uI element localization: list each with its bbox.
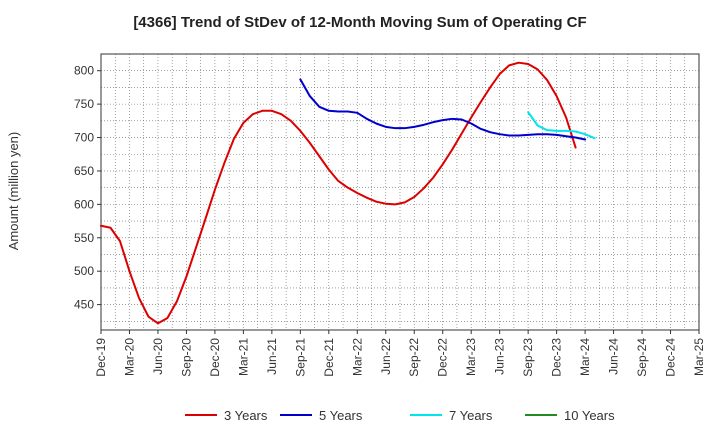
y-tick-label: 750 bbox=[74, 97, 94, 111]
legend-label: 3 Years bbox=[224, 408, 268, 423]
x-tick-label: Mar-25 bbox=[692, 338, 706, 376]
legend-item-7-years: 7 Years bbox=[410, 408, 493, 423]
series-lines bbox=[100, 61, 596, 325]
legend-item-10-years: 10 Years bbox=[525, 408, 615, 423]
y-tick-labels: 450 500 550 600 650 700 750 800 bbox=[74, 64, 101, 312]
x-tick-label: Dec-21 bbox=[322, 338, 336, 377]
series-line-7-years bbox=[527, 111, 596, 140]
series-line-5-years bbox=[299, 78, 587, 141]
chart-title: [4366] Trend of StDev of 12-Month Moving… bbox=[133, 14, 586, 31]
legend-label: 10 Years bbox=[564, 408, 615, 423]
x-tick-label: Jun-24 bbox=[607, 338, 621, 375]
x-tick-label: Jun-21 bbox=[265, 338, 279, 375]
legend: 3 Years 5 Years 7 Years 10 Years bbox=[185, 408, 615, 423]
legend-label: 7 Years bbox=[449, 408, 493, 423]
x-tick-label: Sep-23 bbox=[521, 338, 535, 377]
x-tick-label: Sep-20 bbox=[179, 338, 193, 377]
x-tick-label: Jun-20 bbox=[151, 338, 165, 375]
y-tick-label: 800 bbox=[74, 64, 94, 78]
x-tick-label: Mar-23 bbox=[464, 338, 478, 376]
plot-frame bbox=[100, 53, 700, 331]
y-tick-label: 600 bbox=[74, 197, 94, 211]
x-tick-label: Sep-24 bbox=[635, 338, 649, 377]
legend-label: 5 Years bbox=[319, 408, 363, 423]
x-tick-label: Mar-20 bbox=[122, 338, 136, 376]
legend-item-3-years: 3 Years bbox=[185, 408, 268, 423]
y-tick-label: 500 bbox=[74, 264, 94, 278]
x-tick-label: Dec-23 bbox=[550, 338, 564, 377]
x-tick-label: Sep-21 bbox=[293, 338, 307, 377]
x-tick-label: Dec-22 bbox=[436, 338, 450, 377]
series-line-3-years bbox=[100, 61, 577, 325]
x-tick-label: Dec-20 bbox=[208, 338, 222, 377]
x-tick-label: Sep-22 bbox=[407, 338, 421, 377]
x-tick-label: Dec-19 bbox=[94, 338, 108, 377]
y-tick-label: 450 bbox=[74, 298, 94, 312]
y-axis-label: Amount (million yen) bbox=[6, 132, 21, 251]
y-tick-label: 550 bbox=[74, 231, 94, 245]
x-tick-label: Mar-24 bbox=[578, 338, 592, 376]
legend-item-5-years: 5 Years bbox=[280, 408, 363, 423]
x-tick-labels: Dec-19 Mar-20 Jun-20 Sep-20 Dec-20 Mar-21 Jun-… bbox=[94, 330, 706, 377]
x-tick-label: Dec-24 bbox=[664, 338, 678, 377]
y-tick-label: 650 bbox=[74, 164, 94, 178]
x-tick-label: Mar-22 bbox=[350, 338, 364, 376]
grid bbox=[100, 53, 700, 330]
x-tick-label: Jun-23 bbox=[493, 338, 507, 375]
x-tick-label: Jun-22 bbox=[379, 338, 393, 375]
y-tick-label: 700 bbox=[74, 131, 94, 145]
x-tick-label: Mar-21 bbox=[236, 338, 250, 376]
